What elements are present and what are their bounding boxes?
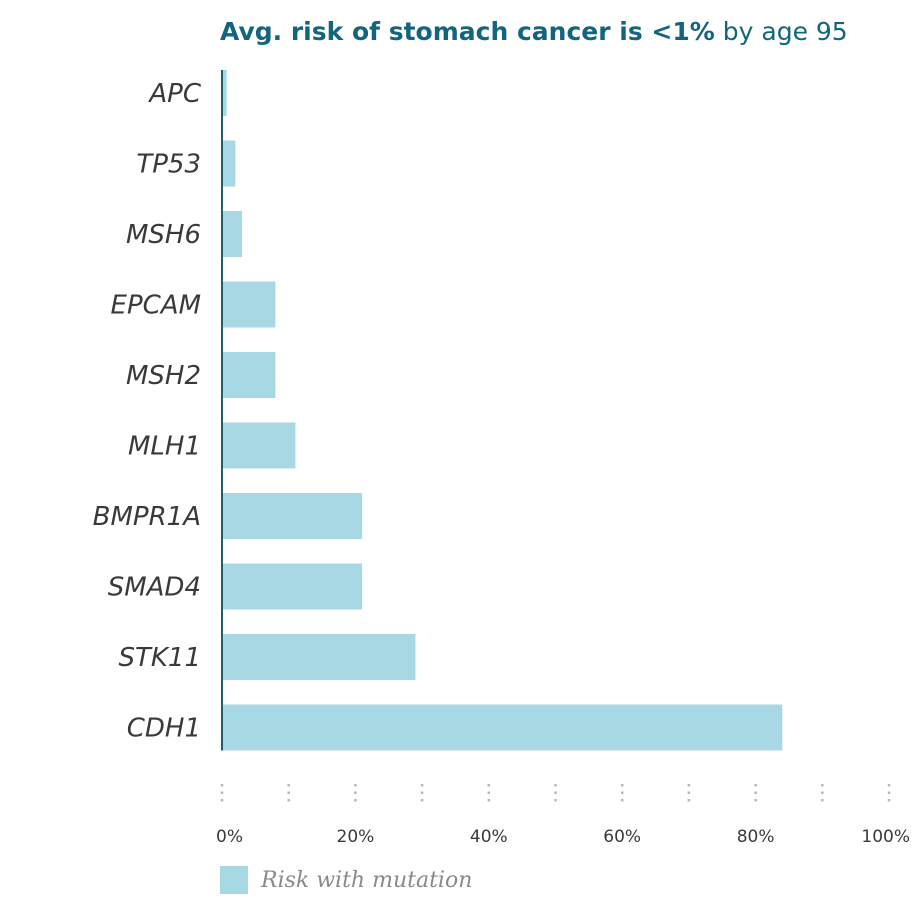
x-tick-label: 0% bbox=[216, 827, 243, 847]
category-label: CDH1 bbox=[127, 714, 201, 744]
category-label: MSH2 bbox=[126, 361, 201, 391]
bar-mlh1 bbox=[222, 422, 296, 469]
x-tick-label: 100% bbox=[861, 827, 910, 847]
category-label: EPCAM bbox=[111, 291, 201, 321]
chart-title-bold: Avg. risk of stomach cancer is <1% bbox=[220, 17, 715, 46]
bar-cdh1 bbox=[222, 704, 783, 751]
category-label: STK11 bbox=[118, 643, 201, 673]
category-label: BMPR1A bbox=[93, 502, 201, 532]
bar-bmpr1a bbox=[222, 493, 363, 539]
category-label: SMAD4 bbox=[108, 573, 201, 603]
x-tick-label: 40% bbox=[470, 827, 508, 847]
category-label: MLH1 bbox=[128, 432, 201, 462]
bar-apc bbox=[222, 70, 227, 116]
category-label: TP53 bbox=[136, 150, 201, 180]
x-tick-label: 60% bbox=[603, 827, 641, 847]
chart-title-normal: by age 95 bbox=[722, 17, 848, 46]
x-tick-label: 20% bbox=[337, 827, 375, 847]
bar-stk11 bbox=[222, 634, 416, 680]
legend: Risk with mutation bbox=[220, 866, 472, 894]
bar-epcam bbox=[222, 281, 276, 328]
legend-label: Risk with mutation bbox=[261, 867, 473, 893]
bar-msh6 bbox=[222, 211, 243, 257]
bar-smad4 bbox=[222, 563, 363, 610]
bar-tp53 bbox=[222, 140, 236, 187]
legend-swatch bbox=[220, 866, 248, 894]
x-tick-label: 80% bbox=[737, 827, 775, 847]
category-label: MSH6 bbox=[126, 220, 201, 250]
chart-title: Avg. risk of stomach cancer is <1% by ag… bbox=[220, 14, 900, 50]
category-label: APC bbox=[147, 79, 201, 109]
bar-msh2 bbox=[222, 352, 276, 398]
